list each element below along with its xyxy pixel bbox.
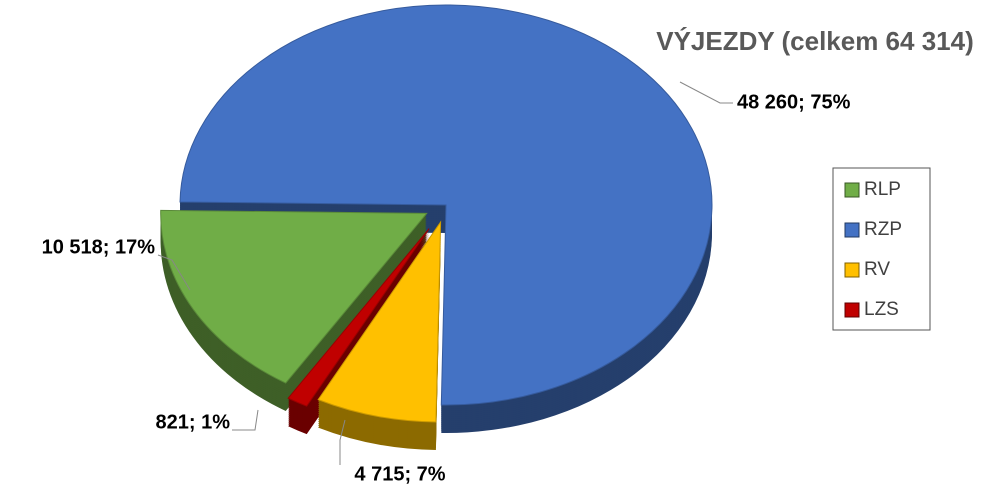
leader-line <box>339 419 346 465</box>
legend-swatch <box>844 302 860 318</box>
data-label: 4 715; 7% <box>354 463 445 485</box>
slice <box>160 209 428 384</box>
slice <box>287 228 430 407</box>
legend-swatch <box>844 262 860 278</box>
slice <box>179 4 713 406</box>
legend-label: RLP <box>864 179 901 200</box>
data-label: 10 518; 17% <box>42 236 156 258</box>
legend-swatch <box>844 182 860 198</box>
legend-label: RZP <box>864 219 902 240</box>
leader-line <box>679 81 733 104</box>
legend-label: RV <box>864 259 890 280</box>
data-label: 821; 1% <box>156 411 231 433</box>
data-label: 48 260; 75% <box>737 91 851 113</box>
chart-title: VÝJEZDY (celkem 64 314) <box>656 26 973 56</box>
leader-line <box>232 409 259 431</box>
slice <box>317 220 442 423</box>
legend-label: LZS <box>864 299 899 320</box>
leader-line <box>157 254 191 291</box>
legend-swatch <box>844 222 860 238</box>
